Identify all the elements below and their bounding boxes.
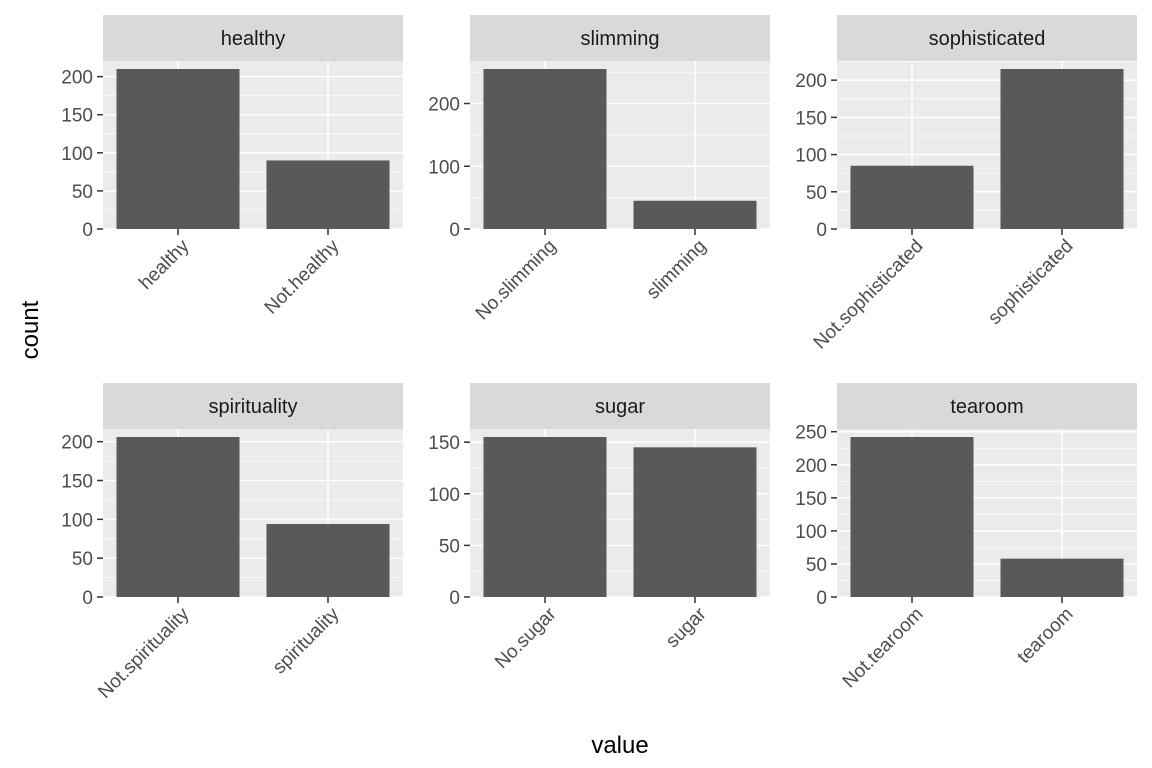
y-tick-label: 0 [82,220,93,241]
y-tick-label: 50 [439,536,460,557]
y-tick-label: 0 [82,588,93,609]
x-tick-label: No.slimming [472,236,561,325]
x-tick-label: slimming [643,236,711,304]
x-tick-label: spirituality [269,603,344,678]
x-tick-label: Not.sophisticated [810,236,928,354]
facet-title: slimming [581,28,660,50]
bar-slimming [633,200,757,229]
y-tick-label: 50 [72,182,93,203]
bar-No.slimming [483,69,607,229]
y-tick-label: 0 [816,588,827,609]
facet-title: spirituality [209,396,298,418]
y-tick-label: 100 [795,522,827,543]
y-tick-label: 200 [61,433,93,454]
facet-strip [470,15,770,61]
y-tick-label: 150 [61,471,93,492]
facet-strip [470,383,770,429]
y-tick-label: 0 [449,220,460,241]
y-tick-label: 0 [816,220,827,241]
y-tick-label: 200 [795,456,827,477]
bar-sugar [633,447,757,597]
y-tick-label: 50 [806,183,827,204]
y-tick-label: 100 [61,144,93,165]
x-tick-label: healthy [135,235,194,294]
facet-title: sophisticated [929,28,1046,50]
y-tick-label: 200 [428,95,460,116]
facet-strip [103,383,403,429]
x-tick-label: tearoom [1013,604,1077,668]
x-tick-label: Not.spirituality [94,603,194,703]
bar-sophisticated [1000,69,1124,229]
y-tick-label: 0 [449,588,460,609]
y-tick-label: 150 [795,108,827,129]
facet-strip [103,15,403,61]
y-tick-label: 50 [806,555,827,576]
y-tick-label: 100 [61,510,93,531]
bar-Not.spirituality [116,437,240,597]
x-tick-label: sophisticated [984,236,1077,329]
bar-spirituality [266,523,390,597]
bar-No.sugar [483,437,607,597]
y-tick-label: 100 [428,157,460,178]
y-tick-label: 200 [795,71,827,92]
x-tick-label: No.sugar [491,603,561,673]
y-tick-label: 150 [61,106,93,127]
y-tick-label: 150 [428,433,460,454]
bar-tearoom [1000,558,1124,597]
y-tick-label: 250 [795,423,827,444]
y-tick-label: 100 [795,146,827,167]
facet-title: sugar [595,396,645,418]
y-tick-label: 150 [795,489,827,510]
y-tick-label: 50 [72,549,93,570]
x-tick-label: sugar [662,603,711,652]
bar-Not.healthy [266,160,390,229]
bar-healthy [116,69,240,229]
bar-Not.sophisticated [850,165,974,229]
x-tick-label: Not.tearoom [839,604,928,693]
y-tick-label: 200 [61,68,93,89]
x-tick-label: Not.healthy [261,235,344,318]
x-axis-title: value [591,732,648,759]
facet-title: tearoom [950,396,1023,418]
bar-Not.tearoom [850,437,974,597]
facet-strip [837,383,1137,429]
y-tick-label: 100 [428,485,460,506]
facet-title: healthy [221,28,286,50]
y-axis-title: count [17,300,44,359]
facet-strip [837,15,1137,61]
